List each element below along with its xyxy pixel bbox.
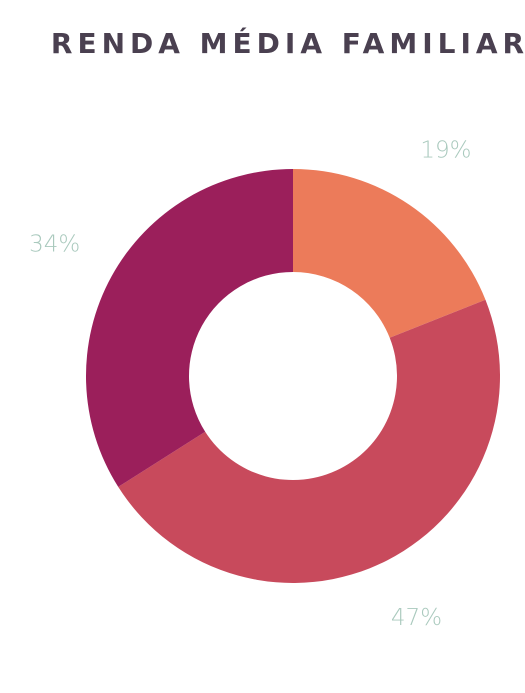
donut-slice <box>86 169 294 487</box>
value-label: 47% <box>391 605 442 631</box>
donut-slice <box>293 169 486 338</box>
value-label: 34% <box>29 231 80 257</box>
donut-slice <box>118 299 500 583</box>
value-label: 19% <box>420 138 471 164</box>
chart-title: RENDA MÉDIA FAMILIAR <box>51 26 525 60</box>
